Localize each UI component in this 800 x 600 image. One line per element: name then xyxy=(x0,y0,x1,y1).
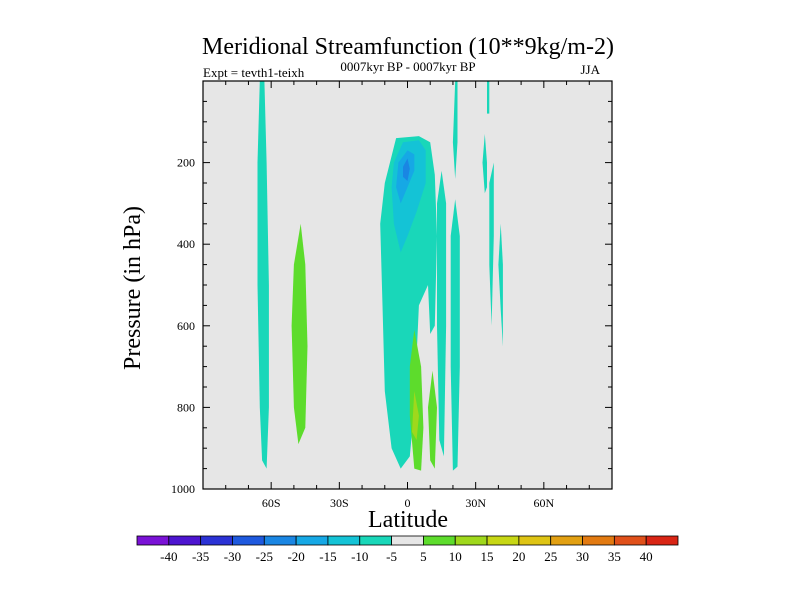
colorbar-label: -15 xyxy=(319,549,336,564)
season-label: JJA xyxy=(580,62,600,77)
y-tick-label: 800 xyxy=(177,400,195,414)
colorbar-label: -10 xyxy=(351,549,368,564)
y-tick-labels: 200 400 600 800 1000 xyxy=(171,156,195,496)
colorbar-swatch xyxy=(232,535,265,546)
colorbar-label: 30 xyxy=(576,549,589,564)
colorbar-swatch xyxy=(613,535,647,546)
colorbar-swatch xyxy=(359,535,392,546)
contour-cell-35n-negative xyxy=(489,162,494,326)
contour-cell-central-positive-core xyxy=(412,391,419,440)
colorbar-label: -30 xyxy=(224,549,241,564)
colorbar-swatch xyxy=(263,535,297,546)
y-axis-label: Pressure (in hPa) xyxy=(120,206,146,370)
contour-cell-central-positive-2 xyxy=(428,370,437,469)
axis-ticks xyxy=(202,80,613,490)
x-tick-label: 30N xyxy=(465,496,486,510)
colorbar-swatch xyxy=(391,535,424,546)
colorbar-swatch xyxy=(168,535,202,546)
x-axis-label: Latitude xyxy=(368,507,448,533)
period-label: 0007kyr BP - 0007kyr BP xyxy=(340,59,475,74)
contour-cell-40n-negative xyxy=(498,223,503,347)
x-tick-label: 60S xyxy=(262,496,281,510)
colorbar-label: -5 xyxy=(386,549,397,564)
colorbar-swatch xyxy=(550,535,583,546)
colorbar xyxy=(136,535,679,546)
colorbar-label: 40 xyxy=(640,549,653,564)
contour-cell-60s-negative xyxy=(257,81,269,469)
contour-cell-20n-top-negative xyxy=(452,81,458,179)
colorbar-label: 25 xyxy=(544,549,557,564)
colorbar-swatch xyxy=(454,535,488,546)
colorbar-label: -35 xyxy=(192,549,209,564)
colorbar-labels: -40 -35 -30 -25 -20 -15 -10 -5 5 10 15 20 25 30 35 40 xyxy=(160,549,653,564)
colorbar-swatch xyxy=(423,535,456,546)
x-tick-labels: 60S 30S 0 30N 60N xyxy=(262,496,555,510)
contour-cell-central-positive-1 xyxy=(409,329,424,471)
colorbar-label: 10 xyxy=(449,549,462,564)
x-tick-label: 30S xyxy=(330,496,349,510)
contour-regions xyxy=(257,81,503,471)
colorbar-label: -20 xyxy=(287,549,304,564)
colorbar-swatch xyxy=(486,535,520,546)
colorbar-label: 15 xyxy=(481,549,494,564)
contour-cell-45s-positive xyxy=(291,223,308,445)
colorbar-swatch xyxy=(200,535,233,546)
chart-title: Meridional Streamfunction (10**9kg/m-2) xyxy=(202,34,614,60)
contour-cell-30n-negative-top xyxy=(487,81,490,114)
colorbar-label: -25 xyxy=(256,549,273,564)
colorbar-swatch xyxy=(295,535,329,546)
contour-cell-central-core-3 xyxy=(403,158,410,181)
colorbar-swatch xyxy=(582,535,615,546)
colorbar-swatch xyxy=(518,535,552,546)
y-tick-label: 400 xyxy=(177,237,195,251)
contour-cell-30n-negative-mid xyxy=(482,134,487,194)
colorbar-label: 35 xyxy=(608,549,621,564)
colorbar-swatch xyxy=(136,535,170,546)
y-tick-label: 200 xyxy=(177,156,195,170)
experiment-label: Expt = tevth1-teixh xyxy=(203,65,305,80)
colorbar-label: 5 xyxy=(420,549,427,564)
x-tick-label: 60N xyxy=(533,496,554,510)
colorbar-swatch xyxy=(645,535,679,546)
colorbar-label: -40 xyxy=(160,549,177,564)
colorbar-label: 20 xyxy=(512,549,525,564)
contour-cell-right-central-negative xyxy=(437,170,447,457)
y-tick-label: 1000 xyxy=(171,482,195,496)
y-tick-label: 600 xyxy=(177,319,195,333)
x-tick-label: 0 xyxy=(405,496,411,510)
contour-cell-20n-negative xyxy=(450,199,460,471)
colorbar-swatch xyxy=(327,535,361,546)
